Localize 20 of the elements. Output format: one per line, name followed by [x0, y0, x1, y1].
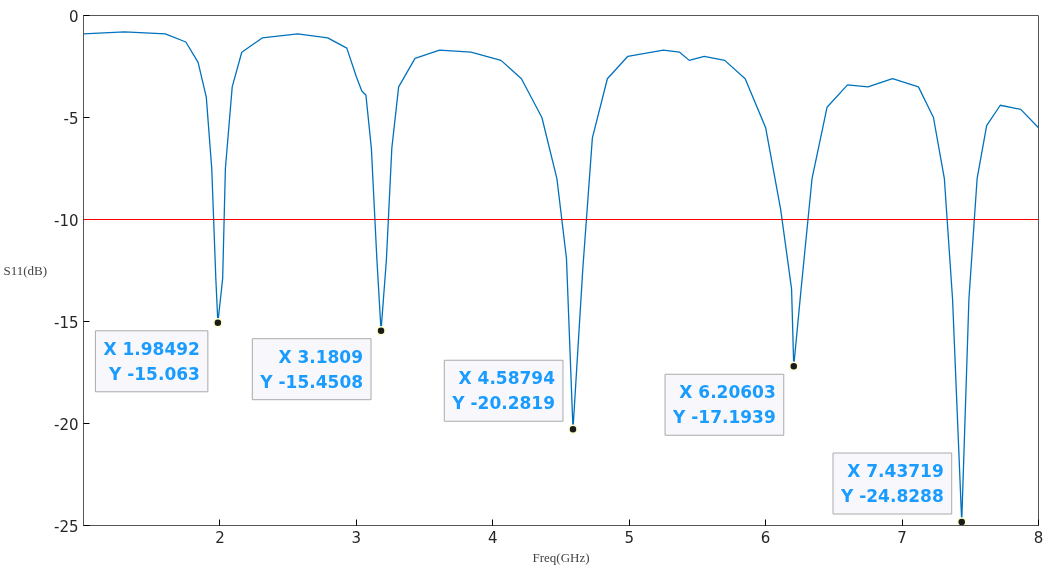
y-tick-label: -20	[54, 415, 79, 434]
annotation: X 7.43719 Y -24.8288	[840, 461, 944, 507]
annotation: X 4.58794 Y -20.2819	[451, 368, 556, 414]
y-tick-label: -5	[63, 109, 79, 128]
y-tick-label: -25	[54, 517, 79, 536]
x-tick-label: 4	[488, 528, 498, 547]
x-tick-label: 3	[351, 528, 362, 547]
x-tick-label: 5	[624, 528, 634, 547]
x-tick-label: 2	[215, 528, 225, 547]
x-tick-label: 6	[760, 528, 771, 547]
y-tick-label: -15	[54, 313, 79, 332]
annotation: X 3.1809 Y -15.4508	[259, 346, 364, 392]
annotation: X 1.98492 Y -15.063	[103, 338, 200, 384]
x-tick-label: 8	[1033, 528, 1044, 547]
annotation: X 6.20603 Y -17.1939	[672, 382, 776, 428]
x-tick-label: 7	[897, 528, 907, 547]
y-tick-label: -10	[54, 211, 79, 230]
y-axis-title: S11(dB)	[3, 263, 47, 278]
y-tick-label: 0	[68, 7, 79, 26]
x-axis-title: Freq(GHz)	[532, 549, 590, 565]
